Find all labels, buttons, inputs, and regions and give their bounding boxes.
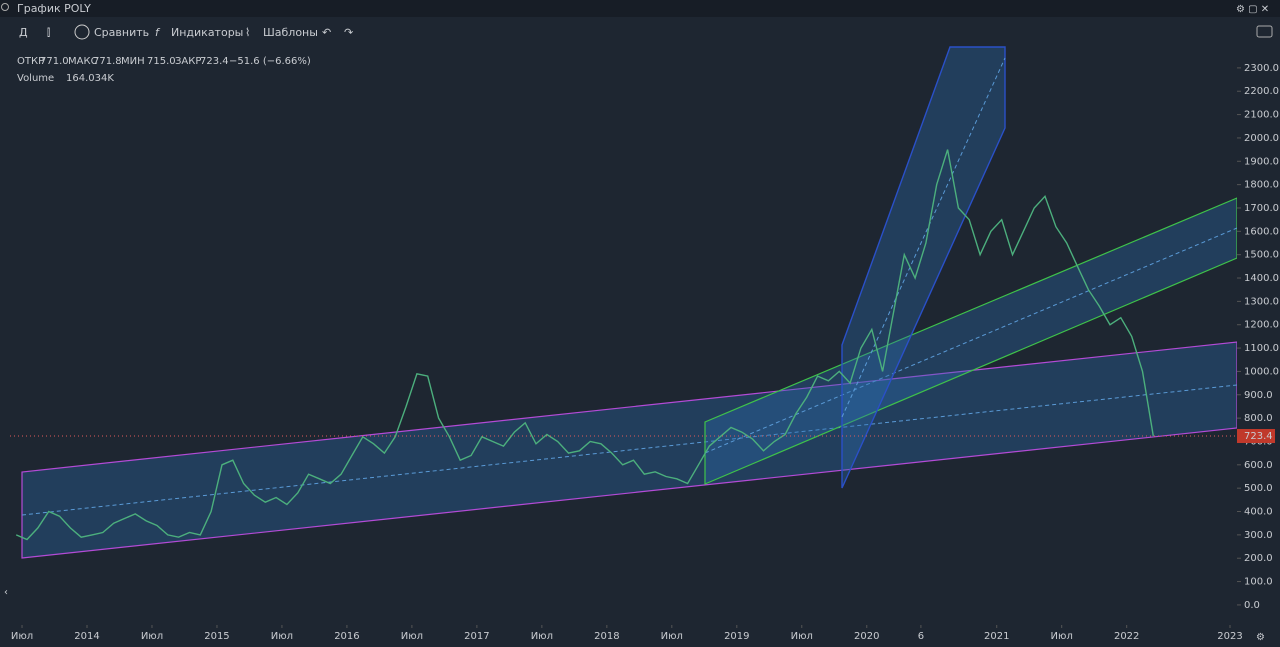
- y-tick-label: 2000.0: [1244, 133, 1279, 144]
- blue-channel-mid: [841, 57, 1006, 418]
- window-title: График POLY: [17, 2, 91, 15]
- x-tick-label: Июл: [271, 631, 293, 642]
- low-value: 715.0: [147, 56, 176, 67]
- y-tick-label: 1800.0: [1244, 180, 1279, 191]
- open-label: ОТКР: [17, 56, 44, 67]
- y-tick-label: 500.0: [1244, 483, 1273, 494]
- y-tick-label: 1400.0: [1244, 273, 1279, 284]
- x-tick-label: 6: [918, 631, 924, 642]
- x-tick-label: Июл: [141, 631, 163, 642]
- close-label: ЗАКР: [175, 56, 201, 67]
- y-tick-label: 600.0: [1244, 460, 1273, 471]
- drawings: [21, 46, 1238, 559]
- y-tick-label: 1300.0: [1244, 296, 1279, 307]
- x-tick-label: 2023: [1217, 631, 1242, 642]
- y-tick-label: 1000.0: [1244, 366, 1279, 377]
- settings-button[interactable]: ⚙: [1256, 632, 1265, 643]
- y-tick-label: 1100.0: [1244, 343, 1279, 354]
- y-tick-label: 1200.0: [1244, 320, 1279, 331]
- y-tick-label: 200.0: [1244, 553, 1273, 564]
- last-price-tag: [1237, 429, 1275, 444]
- x-tick-label: 2016: [334, 631, 359, 642]
- high-value: 771.8: [93, 56, 122, 67]
- x-tick-label: Июл: [791, 631, 813, 642]
- y-tick-label: 900.0: [1244, 390, 1273, 401]
- x-tick-label: 2022: [1114, 631, 1139, 642]
- blue-channel[interactable]: [841, 46, 1006, 489]
- compare-button[interactable]: Сравнить: [94, 26, 149, 39]
- indicators-button[interactable]: Индикаторы: [171, 26, 243, 39]
- x-tick-label: 2020: [854, 631, 879, 642]
- y-tick-label: 1900.0: [1244, 156, 1279, 167]
- y-tick-label: 2200.0: [1244, 86, 1279, 97]
- chart-type-button[interactable]: ⫿: [47, 27, 50, 39]
- x-tick-label: 2017: [464, 631, 489, 642]
- low-label: МИН: [121, 56, 145, 67]
- interval-button[interactable]: Д: [19, 26, 28, 39]
- y-tick-label: 2100.0: [1244, 110, 1279, 121]
- y-tick-label: 1600.0: [1244, 226, 1279, 237]
- high-label: МАКС: [68, 56, 98, 67]
- title-bar: [0, 0, 1280, 17]
- purple-channel-mid: [21, 384, 1238, 516]
- volume-value: 164.034K: [66, 73, 114, 84]
- x-tick-label: Июл: [531, 631, 553, 642]
- last-price-label: 723.4: [1244, 431, 1273, 442]
- x-tick-label: Июл: [1051, 631, 1073, 642]
- x-tick-label: Июл: [11, 631, 33, 642]
- x-tick-label: Июл: [401, 631, 423, 642]
- x-tick-label: 2019: [724, 631, 749, 642]
- x-tick-label: Июл: [661, 631, 683, 642]
- y-tick-label: 300.0: [1244, 530, 1273, 541]
- scroll-left[interactable]: ‹: [4, 587, 8, 598]
- y-tick-label: 400.0: [1244, 507, 1273, 518]
- volume-label: Volume: [17, 73, 54, 84]
- window-buttons[interactable]: ⚙ ▢ ✕: [1236, 4, 1269, 15]
- plot: 0.0100.0200.0300.0400.0500.0600.0700.080…: [10, 63, 1279, 642]
- y-tick-label: 800.0: [1244, 413, 1273, 424]
- y-tick-label: 0.0: [1244, 600, 1260, 611]
- x-tick-label: 2021: [984, 631, 1009, 642]
- compare-icon[interactable]: [74, 24, 90, 40]
- indicators-icon[interactable]: f: [155, 26, 161, 39]
- green-channel-mid: [704, 227, 1238, 454]
- templates-icon[interactable]: ⌇: [245, 26, 250, 39]
- change-value: −51.6 (−6.66%): [229, 56, 311, 67]
- legend: ОТКР 771.0 МАКС 771.8 МИН 715.0 ЗАКР 723…: [17, 56, 311, 84]
- redo-button[interactable]: ↷: [344, 26, 353, 39]
- search-icon[interactable]: [1, 3, 9, 11]
- open-value: 771.0: [40, 56, 69, 67]
- undo-button[interactable]: ↶: [322, 26, 331, 39]
- price-line: [15, 149, 1154, 541]
- x-tick-label: 2018: [594, 631, 619, 642]
- templates-button[interactable]: Шаблоны: [263, 26, 318, 39]
- x-tick-label: 2015: [204, 631, 229, 642]
- y-tick-label: 1500.0: [1244, 250, 1279, 261]
- screenshot-button[interactable]: [1256, 25, 1273, 38]
- close-value: 723.4: [200, 56, 229, 67]
- price-axis: [1237, 45, 1280, 625]
- y-tick-label: 100.0: [1244, 577, 1273, 588]
- y-tick-label: 2300.0: [1244, 63, 1279, 74]
- x-tick-label: 2014: [74, 631, 99, 642]
- y-tick-label: 1700.0: [1244, 203, 1279, 214]
